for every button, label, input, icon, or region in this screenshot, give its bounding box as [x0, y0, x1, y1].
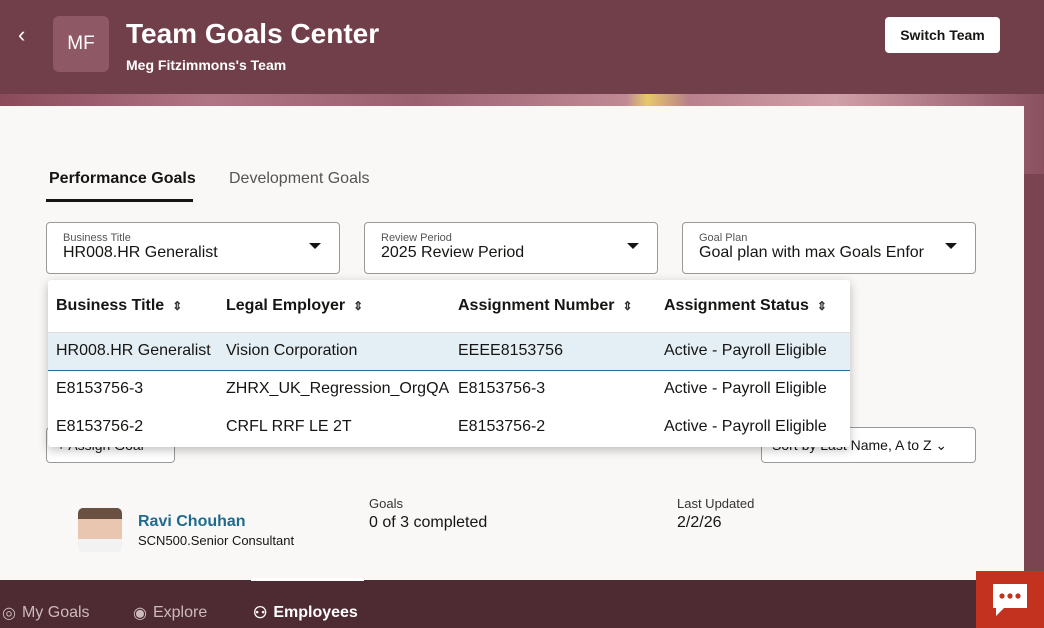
- chat-button[interactable]: [976, 571, 1044, 628]
- switch-team-button[interactable]: Switch Team: [885, 17, 1000, 53]
- select-value: Goal plan with max Goals Enforced: [699, 244, 924, 261]
- cell: HR008.HR Generalist: [48, 332, 218, 371]
- page-subtitle: Meg Fitzimmons's Team: [126, 57, 287, 73]
- target-icon: ◎: [2, 605, 16, 622]
- chat-icon: [993, 583, 1027, 616]
- bottom-nav: [0, 580, 1044, 628]
- tab-development-goals[interactable]: Development Goals: [229, 170, 370, 187]
- cell: E8153756-3: [56, 380, 144, 398]
- people-icon: ⚇: [253, 605, 268, 622]
- nav-my-goals[interactable]: ◎ My Goals: [2, 604, 90, 622]
- column-header[interactable]: Assignment Number ⇕: [450, 280, 656, 333]
- review-period-select[interactable]: Review Period 2025 Review Period: [364, 222, 658, 274]
- cell: Active - Payroll Eligible: [656, 332, 850, 371]
- goal-plan-select[interactable]: Goal Plan Goal plan with max Goals Enfor…: [682, 222, 976, 274]
- sort-icon: ⇕: [353, 298, 364, 313]
- cell: E8153756-2: [56, 418, 144, 435]
- sort-icon: ⇕: [172, 298, 183, 313]
- last-updated-value: 2/2/26: [677, 514, 722, 531]
- business-title-select[interactable]: Business Title HR008.HR Generalist: [46, 222, 340, 274]
- cell: CRFL RRF LE 2T: [226, 418, 352, 435]
- cell: Vision Corporation: [218, 332, 450, 371]
- select-value: 2025 Review Period: [381, 244, 525, 261]
- sort-icon: ⇕: [816, 298, 827, 313]
- cell: E8153756-2: [458, 418, 546, 435]
- last-updated-label: Last Updated: [677, 496, 755, 511]
- select-label: Review Period: [381, 232, 452, 244]
- employee-name-link[interactable]: Ravi Chouhan: [138, 513, 246, 530]
- employee-title: SCN500.Senior Consultant: [138, 533, 295, 548]
- select-value: HR008.HR Generalist: [63, 244, 218, 261]
- column-header[interactable]: Business Title ⇕: [48, 280, 218, 333]
- select-label: Business Title: [63, 232, 131, 244]
- select-label: Goal Plan: [699, 232, 748, 244]
- cell: EEEE8153756: [450, 332, 656, 371]
- chevron-down-icon: ⌄: [935, 437, 948, 453]
- active-tab-indicator: [46, 199, 193, 202]
- business-title-dropdown: Business Title ⇕ Legal Employer ⇕ Assignme…: [48, 280, 850, 447]
- cell: ZHRX_UK_Regression_OrgQA: [226, 380, 450, 398]
- column-header[interactable]: Assignment Status ⇕: [656, 280, 850, 333]
- employee-photo: [78, 508, 122, 552]
- caret-down-icon: [627, 243, 639, 249]
- nav-employees[interactable]: ⚇ Employees: [253, 604, 358, 622]
- active-nav-indicator: [251, 578, 364, 581]
- cell: E8153756-3: [458, 380, 546, 398]
- goals-value: 0 of 3 completed: [369, 514, 488, 531]
- table-row[interactable]: E8153756-3 ZHRX_UK_Regression_OrgQA E81537…: [48, 370, 850, 408]
- goals-label: Goals: [369, 496, 403, 511]
- cell: Active - Payroll Eligible: [664, 418, 827, 435]
- back-icon[interactable]: ‹: [18, 22, 26, 47]
- eye-icon: ◉: [133, 605, 147, 622]
- table-row[interactable]: HR008.HR Generalist Vision Corporation EEE…: [48, 332, 850, 371]
- cell: Active - Payroll Eligible: [664, 380, 827, 398]
- table-row[interactable]: E8153756-2 CRFL RRF LE 2T E8153756-2 Active…: [48, 408, 850, 446]
- caret-down-icon: [309, 243, 321, 249]
- app-header: [0, 0, 1044, 94]
- team-avatar: MF: [53, 16, 109, 72]
- caret-down-icon: [945, 243, 957, 249]
- sort-icon: ⇕: [622, 298, 633, 313]
- nav-explore[interactable]: ◉ Explore: [133, 604, 208, 622]
- tab-performance-goals[interactable]: Performance Goals: [49, 170, 196, 187]
- page-title: Team Goals Center: [126, 18, 380, 49]
- column-header[interactable]: Legal Employer ⇕: [218, 280, 450, 333]
